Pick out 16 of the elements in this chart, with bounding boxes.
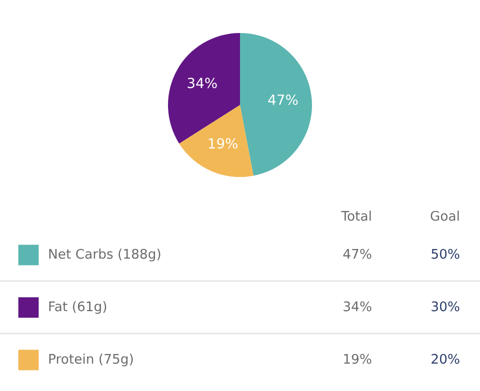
text: Total — [341, 210, 371, 221]
text: 19% — [344, 354, 372, 364]
legend-label: Net Carbs (188g) — [49, 248, 160, 262]
pie-slice — [179, 105, 254, 177]
text: 20% — [432, 354, 460, 364]
text: 50% — [432, 248, 460, 259]
text: 30% — [432, 301, 460, 312]
data-label: 19% — [208, 138, 238, 149]
text: Goal — [430, 210, 459, 221]
data-label: 47% — [268, 94, 298, 105]
text: 47% — [343, 248, 372, 259]
text: 34% — [344, 301, 372, 312]
legend-label: Fat (61g) — [49, 301, 106, 314]
data-label: 34% — [188, 78, 217, 88]
legend-label: Protein (75g) — [49, 354, 133, 366]
pie-slice — [240, 33, 312, 176]
